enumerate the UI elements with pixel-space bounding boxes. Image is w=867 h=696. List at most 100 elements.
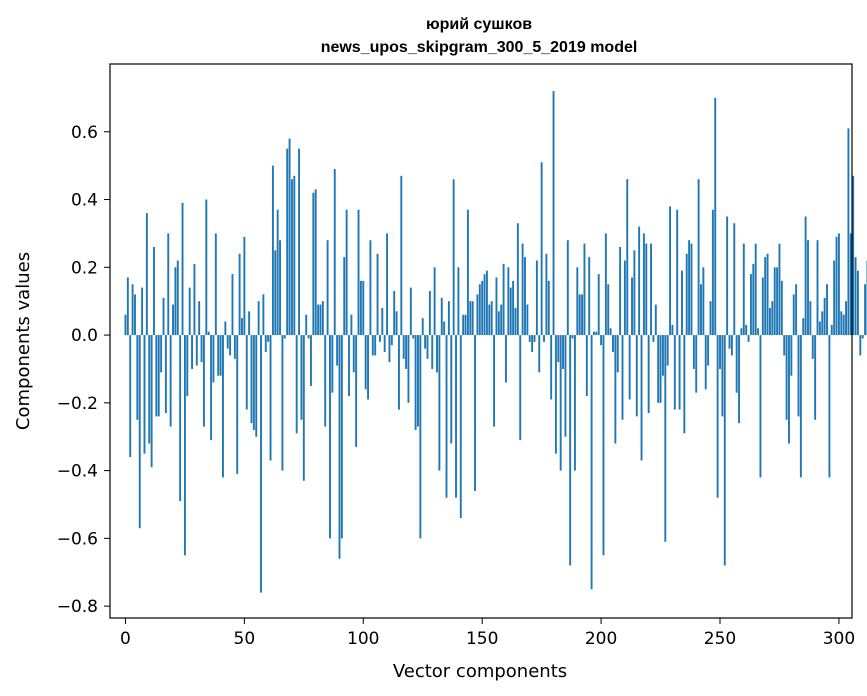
bar-252 xyxy=(723,335,726,566)
bar-260 xyxy=(742,243,745,336)
bar-245 xyxy=(707,335,710,366)
bar-143 xyxy=(464,314,467,336)
bar-158 xyxy=(500,304,503,336)
bar-120 xyxy=(409,287,412,336)
bar-125 xyxy=(421,318,424,336)
bar-229 xyxy=(669,206,672,336)
bar-110 xyxy=(386,233,389,336)
bar-126 xyxy=(424,335,427,349)
plot-frame xyxy=(109,63,853,619)
bar-112 xyxy=(390,335,393,346)
bar-208 xyxy=(619,246,622,336)
bar-182 xyxy=(557,335,560,363)
bar-29 xyxy=(193,263,196,336)
bar-230 xyxy=(671,324,674,336)
bar-246 xyxy=(709,301,712,336)
bar-178 xyxy=(547,280,550,336)
bar-172 xyxy=(533,335,536,342)
bar-269 xyxy=(764,257,767,336)
bar-140 xyxy=(457,267,460,336)
bar-307 xyxy=(854,257,857,336)
bar-59 xyxy=(264,335,267,353)
bar-257 xyxy=(735,335,738,393)
bar-268 xyxy=(761,277,764,336)
bar-270 xyxy=(766,253,769,336)
bar-115 xyxy=(398,335,400,410)
bar-106 xyxy=(376,253,379,336)
bar-6 xyxy=(138,335,141,529)
bar-214 xyxy=(633,250,636,336)
bar-20 xyxy=(172,304,174,336)
bar-199 xyxy=(597,274,600,336)
bar-284 xyxy=(799,335,802,478)
bar-57 xyxy=(260,335,262,593)
bar-160 xyxy=(505,335,507,383)
bar-92 xyxy=(343,257,346,336)
bar-128 xyxy=(428,291,431,336)
bar-109 xyxy=(383,335,386,353)
bar-266 xyxy=(757,328,760,336)
bar-286 xyxy=(804,216,807,336)
bar-247 xyxy=(711,209,714,336)
bar-170 xyxy=(528,335,531,342)
bar-254 xyxy=(728,335,731,349)
bar-32 xyxy=(200,335,203,363)
bar-101 xyxy=(364,335,367,390)
bar-65 xyxy=(279,240,281,336)
bar-242 xyxy=(700,284,702,336)
bar-34 xyxy=(205,199,208,336)
bar-204 xyxy=(609,328,612,336)
bar-129 xyxy=(431,335,434,369)
bar-56 xyxy=(257,301,260,336)
bar-308 xyxy=(856,270,859,336)
bar-67 xyxy=(283,335,286,339)
bar-212 xyxy=(628,335,631,400)
bar-237 xyxy=(688,240,691,336)
bar-296 xyxy=(828,335,831,478)
bar-124 xyxy=(419,335,422,539)
bar-227 xyxy=(664,335,667,542)
bar-295 xyxy=(826,284,828,336)
bar-51 xyxy=(245,335,248,410)
bar-84 xyxy=(324,335,327,427)
bar-100 xyxy=(362,280,365,336)
bar-189 xyxy=(573,335,576,471)
bar-177 xyxy=(545,253,548,336)
bar-275 xyxy=(778,243,781,336)
bar-61 xyxy=(269,335,272,461)
bar-77 xyxy=(307,335,310,339)
bar-271 xyxy=(769,307,771,336)
bar-190 xyxy=(576,267,579,336)
bar-42 xyxy=(224,321,227,336)
bar-156 xyxy=(495,277,498,336)
bar-196 xyxy=(590,335,593,590)
bar-205 xyxy=(612,335,614,353)
bar-145 xyxy=(469,301,472,336)
bar-306 xyxy=(852,175,855,336)
bar-90 xyxy=(338,335,341,559)
bar-104 xyxy=(371,335,374,356)
bar-132 xyxy=(438,335,441,471)
bar-168 xyxy=(524,257,526,336)
bar-2 xyxy=(129,335,132,458)
bar-149 xyxy=(478,284,481,336)
bar-87 xyxy=(331,335,334,393)
bar-88 xyxy=(333,169,336,336)
bar-150 xyxy=(481,280,484,336)
x-tick-label: 200 xyxy=(585,629,617,649)
bar-174 xyxy=(538,335,541,373)
bar-280 xyxy=(790,335,793,376)
bar-249 xyxy=(716,335,719,498)
bar-303 xyxy=(845,301,847,336)
bar-131 xyxy=(436,335,438,373)
bar-282 xyxy=(795,284,798,336)
bar-310 xyxy=(861,335,864,339)
bar-26 xyxy=(186,335,189,397)
bar-211 xyxy=(626,179,629,336)
bar-304 xyxy=(847,128,850,336)
bar-300 xyxy=(837,233,840,336)
bar-154 xyxy=(490,301,493,336)
bar-256 xyxy=(733,223,736,336)
x-axis-label: Vector components xyxy=(393,661,567,682)
bar-97 xyxy=(355,335,358,447)
